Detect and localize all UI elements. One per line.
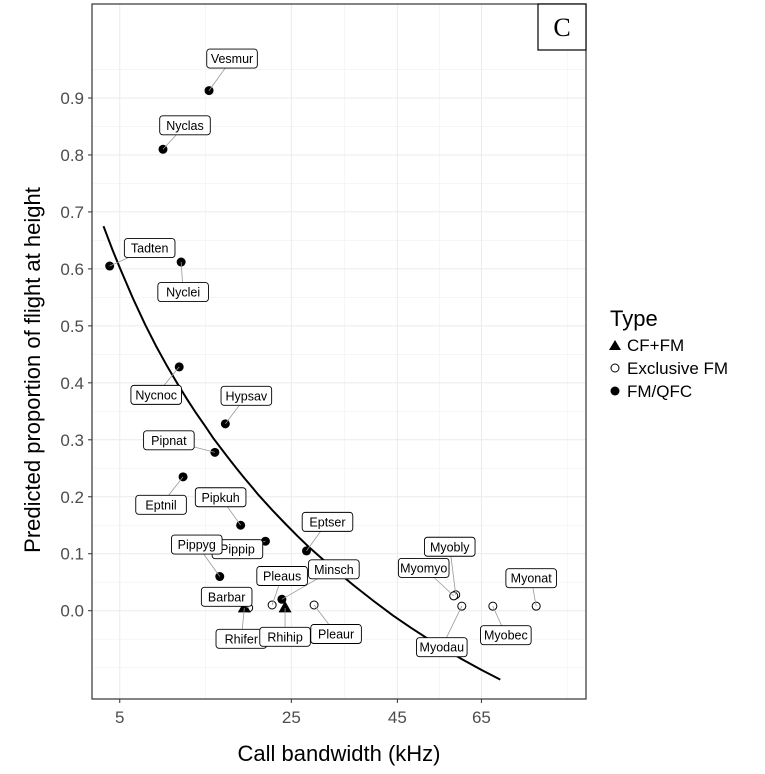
point-label-box <box>194 487 247 508</box>
panel-label: C <box>553 13 570 42</box>
point-label-rhihip: Rhihip <box>267 630 302 644</box>
point-label-box <box>171 534 223 555</box>
panel-label-box: C <box>537 3 587 51</box>
grid-major <box>92 4 586 699</box>
legend-open-circle-icon <box>610 363 620 373</box>
y-axis-ticks: 0.0 0.1 0.2 0.3 0.4 0.5 0.6 0.7 0.8 0.9 <box>60 89 92 621</box>
point-label-nyclas: Nyclas <box>166 119 204 133</box>
y-tick-label: 0.5 <box>60 317 84 336</box>
point-label-box <box>256 566 308 586</box>
legend-item-cf-fm: CF+FM <box>627 336 684 355</box>
legend-filled-circle-icon <box>610 386 620 396</box>
grid-minor <box>92 4 586 699</box>
point-label-hypsav: Hypsav <box>226 389 268 403</box>
legend-item-fm-qfc: FM/QFC <box>627 382 692 401</box>
y-tick-label: 0.2 <box>60 488 84 507</box>
legend-triangle-icon <box>609 340 621 350</box>
point-label-myomyo: Myomyo <box>400 561 447 575</box>
point-label-myobly: Myobly <box>430 540 470 554</box>
point-label-box <box>135 494 187 515</box>
point-label-vesmur: Vesmur <box>211 52 253 66</box>
point-label-box <box>200 586 253 607</box>
y-axis-title: Predicted proportion of flight at height <box>20 187 45 553</box>
legend-title: Type <box>610 306 658 331</box>
point-label-box <box>480 625 532 646</box>
point-label-eptser: Eptser <box>309 515 345 529</box>
point-label-myobec: Myobec <box>484 629 528 643</box>
point-label-box <box>310 624 362 644</box>
point-label-box <box>416 637 468 658</box>
point-label-box <box>301 511 354 532</box>
legend-item-exclusive-fm: Exclusive FM <box>627 359 728 378</box>
point-label-pipnat: Pipnat <box>151 434 187 448</box>
data-points <box>105 86 541 613</box>
point-label-box <box>397 557 450 578</box>
point-label-pippip: Pippip <box>220 543 255 557</box>
point-label-box <box>308 559 360 580</box>
point-label-myonat: Myonat <box>511 572 553 586</box>
y-tick-label: 0.4 <box>60 374 84 393</box>
y-tick-label: 0.9 <box>60 89 84 108</box>
plot-panel-border <box>91 3 587 700</box>
y-tick-label: 0.0 <box>60 602 84 621</box>
y-tick-label: 0.6 <box>60 260 84 279</box>
point-label-box <box>423 536 476 557</box>
point-label-box <box>206 48 258 69</box>
point-label-box <box>123 238 176 258</box>
point-label-box <box>157 282 209 303</box>
x-tick-label: 65 <box>472 708 491 727</box>
point-label-minsch: Minsch <box>314 563 354 577</box>
legend: Type CF+FM Exclusive FM FM/QFC <box>609 306 728 401</box>
point-label-box <box>505 568 557 589</box>
point-label-pippyg: Pippyg <box>178 538 216 552</box>
point-label-nyclei: Nyclei <box>166 286 200 300</box>
point-label-pleaus: Pleaus <box>263 570 301 584</box>
x-tick-label: 5 <box>115 708 124 727</box>
point-label-eptnil: Eptnil <box>145 498 176 512</box>
point-label-box <box>130 384 182 405</box>
x-tick-label: 25 <box>282 708 301 727</box>
y-tick-label: 0.8 <box>60 146 84 165</box>
y-tick-label: 0.7 <box>60 203 84 222</box>
fitted-curve <box>102 225 501 681</box>
x-axis-title: Call bandwidth (kHz) <box>238 741 441 766</box>
point-label-pleaur: Pleaur <box>318 628 354 642</box>
point-label-box <box>143 430 195 451</box>
point-label-box <box>220 385 273 406</box>
point-label-barbar: Barbar <box>208 590 246 604</box>
y-tick-label: 0.1 <box>60 545 84 564</box>
point-label-box <box>159 115 211 136</box>
point-label-pipkuh: Pipkuh <box>202 491 240 505</box>
x-axis-ticks: 5 25 45 65 <box>115 699 491 727</box>
point-label-tadten: Tadten <box>131 242 169 256</box>
point-labels: Vesmur Nyclas Tadten Nyclei Nycnoc Hypsav Pipn… <box>109 48 557 658</box>
x-tick-label: 45 <box>388 708 407 727</box>
point-label-nycnoc: Nycnoc <box>135 388 177 402</box>
point-label-rhifer: Rhifer <box>225 632 258 646</box>
point-rhihip <box>278 600 292 613</box>
y-tick-label: 0.3 <box>60 431 84 450</box>
point-label-myodau: Myodau <box>420 641 465 655</box>
